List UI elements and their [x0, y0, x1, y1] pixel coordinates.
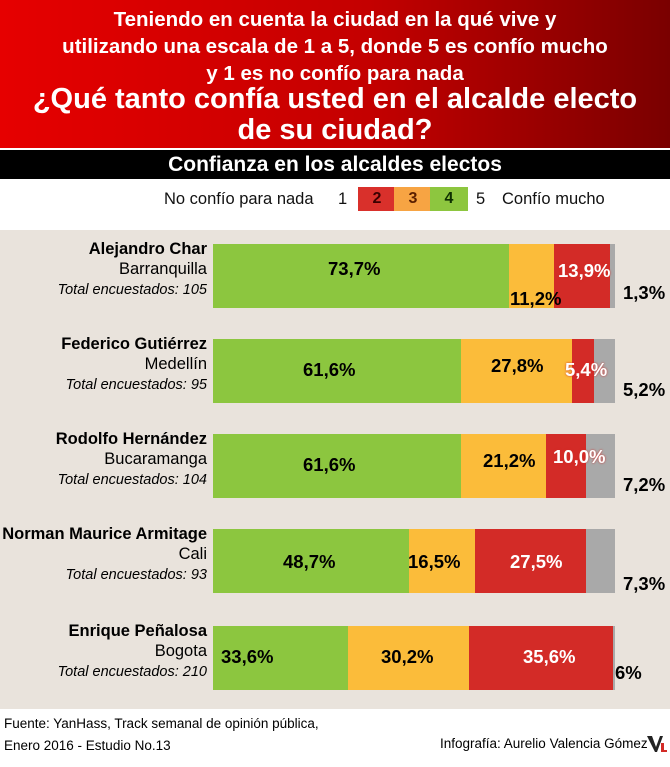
intro-line-2: utilizando una escala de 1 a 5, donde 5 …: [62, 35, 608, 58]
data-label: 30,2%: [381, 646, 434, 667]
bar-segment-green: [213, 434, 461, 498]
legend-swatch-2: 2: [358, 187, 396, 211]
candidate-city: Bogota: [154, 642, 207, 660]
source: Fuente: YanHass, Track semanal de opinió…: [4, 713, 319, 757]
data-label: 13,9%: [558, 260, 611, 281]
legend-right-label: Confío mucho: [502, 190, 605, 208]
stacked-bar: 61,6% 27,8% 5,4% 5,2%: [213, 339, 665, 403]
bar-segment-gray: [594, 339, 615, 403]
legend: No confío para nada 1 2 3 4 5 Confío muc…: [0, 185, 670, 215]
candidate-row: Norman Maurice Armitage Cali Total encuest…: [0, 515, 670, 612]
bar-segment-gray: [609, 244, 615, 308]
intro-line-1: Teniendo en cuenta la ciudad en la qué v…: [113, 8, 557, 31]
legend-left-label: No confío para nada: [164, 190, 314, 208]
bar-segment-green: [213, 339, 461, 403]
data-label: 5,4%: [565, 359, 608, 380]
bar-segment-red: [475, 529, 586, 593]
candidate-city: Barranquilla: [118, 260, 207, 278]
data-label: 61,6%: [303, 359, 356, 380]
total-respondents: Total encuestados: 210: [57, 664, 207, 680]
stacked-bar: 48,7% 16,5% 27,5% 7,3%: [213, 529, 665, 594]
candidate-city: Cali: [178, 545, 207, 563]
candidate-city: Medellín: [144, 355, 207, 373]
data-label: 7,2%: [623, 474, 666, 495]
bar-segment-yellow: [508, 244, 554, 308]
legend-swatch-4: 4: [430, 187, 468, 211]
question-title: ¿Qué tanto confía usted en el alcalde el…: [0, 84, 670, 146]
data-label: 6%: [615, 662, 642, 683]
bar-segment-green: [213, 626, 349, 690]
data-label: 11,2%: [510, 288, 562, 309]
bar-segment-red: [572, 339, 595, 403]
bar-segment-green: [213, 244, 509, 308]
candidate-name: Alejandro Char: [88, 240, 207, 258]
source-line-1: Fuente: YanHass, Track semanal de opinió…: [4, 716, 319, 731]
data-label: 73,7%: [328, 258, 381, 279]
candidate-name: Norman Maurice Armitage: [2, 525, 207, 543]
data-label: 7,3%: [623, 573, 666, 594]
intro-line-3: y 1 es no confío para nada: [206, 62, 464, 85]
data-label: 21,2%: [483, 450, 536, 471]
data-label: 1,3%: [623, 282, 666, 303]
credit: Infografía: Aurelio Valencia Gómez: [440, 736, 648, 751]
candidate-row: Enrique Peñalosa Bogota Total encuestados:…: [0, 612, 670, 709]
candidate-name: Enrique Peñalosa: [68, 622, 207, 640]
bar-segment-green: [213, 529, 409, 593]
data-label: 33,6%: [221, 646, 274, 667]
data-label: 10,0%: [553, 446, 606, 467]
bar-segment-red: [469, 626, 613, 690]
bar-segment-yellow: [348, 626, 470, 690]
source-line-2: Enero 2016 - Estudio No.13: [4, 738, 171, 753]
data-label: 5,2%: [623, 379, 666, 400]
bar-segment-gray: [586, 434, 615, 498]
legend-scale-1: 1: [338, 190, 348, 208]
total-respondents: Total encuestados: 93: [65, 567, 207, 583]
intro-text: Teniendo en cuenta la ciudad en la qué v…: [0, 6, 670, 87]
bar-segment-red: [545, 434, 587, 498]
total-respondents: Total encuestados: 105: [57, 282, 207, 298]
legend-swatch-3: 3: [394, 187, 432, 211]
candidate-row: Alejandro Char Barranquilla Total encuesta…: [0, 230, 670, 327]
bar-segment-yellow: [460, 339, 573, 403]
chart-subtitle: Confianza en los alcaldes electos: [0, 150, 670, 179]
candidate-row: Rodolfo Hernández Bucaramanga Total encues…: [0, 420, 670, 517]
data-label: 35,6%: [523, 646, 576, 667]
bar-segment-yellow: [408, 529, 476, 593]
header: Teniendo en cuenta la ciudad en la qué v…: [0, 0, 670, 148]
stacked-bar: 73,7% 11,2% 13,9% 1,3%: [213, 244, 665, 309]
bar-segment-gray: [612, 626, 615, 690]
candidate-row: Federico Gutiérrez Medellín Total encuesta…: [0, 325, 670, 422]
question-line-2: de su ciudad?: [237, 114, 433, 146]
bar-segment-red: [553, 244, 610, 308]
data-label: 27,8%: [491, 355, 544, 376]
data-label: 61,6%: [303, 454, 356, 475]
candidate-name: Rodolfo Hernández: [55, 430, 207, 448]
bar-segment-yellow: [460, 434, 546, 498]
candidate-city: Bucaramanga: [104, 450, 207, 468]
legend-scale-5: 5: [476, 190, 486, 208]
stacked-bar: 33,6% 30,2% 35,6% 6%: [213, 626, 642, 690]
candidate-name: Federico Gutiérrez: [61, 335, 207, 353]
question-line-1: ¿Qué tanto confía usted en el alcalde el…: [32, 83, 638, 115]
data-label: 48,7%: [283, 551, 336, 572]
data-label: 27,5%: [510, 551, 563, 572]
total-respondents: Total encuestados: 95: [65, 377, 207, 393]
total-respondents: Total encuestados: 104: [57, 472, 207, 488]
data-label: 16,5%: [408, 551, 461, 572]
bar-segment-gray: [585, 529, 615, 593]
stacked-bar: 61,6% 21,2% 10,0% 7,2%: [213, 434, 665, 498]
vl-logo-icon: [647, 736, 667, 752]
